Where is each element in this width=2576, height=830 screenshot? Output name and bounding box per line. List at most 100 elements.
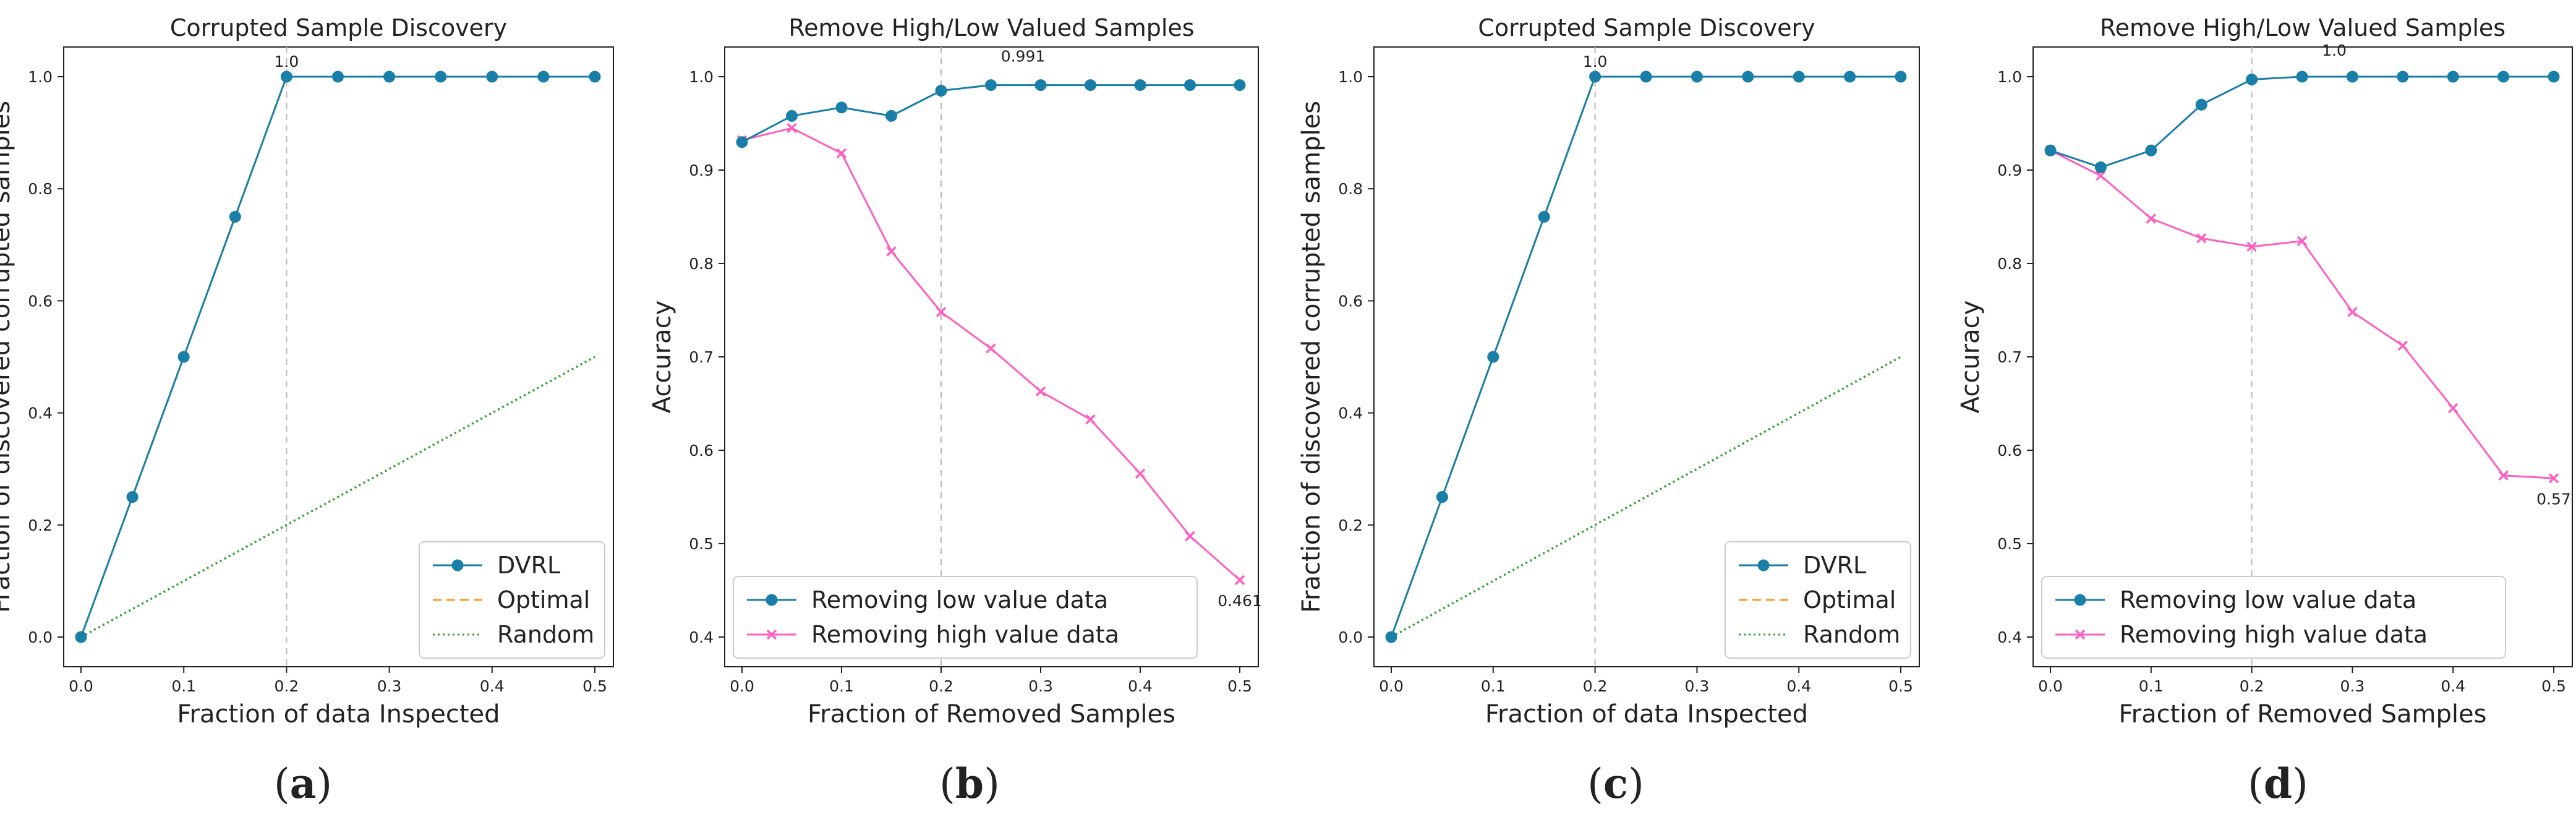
panel-d-series-removing-high-value-data-point-stroke-b [2096, 170, 2106, 181]
panel-letter-a: (a) [274, 759, 332, 808]
panel-d-series-removing-high-value-data-point-stroke-b [2347, 307, 2358, 317]
panel-b-series-removing-high-value-data-point-stroke-b [1135, 468, 1146, 479]
panel-b-series-removing-high-value-data-point [787, 122, 797, 134]
panel-a-ytick-label: 0.2 [28, 516, 53, 534]
panel-a-series-random [80, 356, 595, 638]
panel-d-series-removing-high-value-data-point [2397, 340, 2408, 351]
panel-b-series-removing-high-value-data-point [936, 307, 947, 317]
panel-b-ytick-label: 0.8 [689, 255, 714, 273]
panel-d-annotation: 1.0 [2322, 41, 2347, 59]
panel-c-legend-item-label: Random [1803, 621, 1900, 648]
panel-d-series-removing-high-value-data-point-stroke-b [2196, 233, 2207, 244]
panel-a-xlabel: Fraction of data Inspected [177, 700, 500, 729]
panel-d-series-removing-low-value-data-point [2044, 144, 2057, 156]
panel-d-ytick-label: 0.9 [1997, 161, 2022, 179]
panel-c-xtick-label: 0.3 [1685, 677, 1710, 695]
panel-b-series-removing-high-value-data-point-stroke-b [1085, 414, 1096, 425]
panel-d-series-removing-high-value-data [2045, 145, 2559, 484]
panel-b-xlabel: Fraction of Removed Samples [808, 700, 1175, 729]
panel-letter-open: ( [1587, 760, 1603, 808]
panel-c-legend-item-marker [1757, 559, 1770, 571]
panel-b-ytick-label: 0.7 [689, 348, 714, 366]
panel-b-xtick-label: 0.1 [829, 677, 854, 695]
panel-b-xtick-label: 0.0 [730, 677, 754, 695]
panel-d-legend-item-marker [2074, 594, 2086, 606]
panel-b-series-removing-low-value-data-point [835, 101, 848, 114]
panel-d-xtick-label: 0.1 [2139, 677, 2164, 695]
panel-d-series-removing-high-value-data-point-stroke-b [2447, 403, 2459, 414]
panel-c-xtick-label: 0.1 [1481, 677, 1506, 695]
panel-d-series-removing-high-value-data-point [2196, 233, 2207, 244]
panel-a-series-dvrl-point [229, 211, 241, 223]
panel-d-series-removing-high-value-data-line [2050, 149, 2554, 479]
panel-a-series-dvrl-point [589, 71, 601, 83]
panel-d-series-removing-high-value-data-point [2447, 403, 2459, 414]
panel-a-xtick-label: 0.1 [171, 677, 196, 695]
panel-b-series-removing-high-value-data-point-stroke-b [986, 343, 996, 354]
panel-b-series-removing-high-value-data-point-stroke-b [836, 148, 847, 159]
panel-letter-open: ( [274, 760, 290, 808]
panel-b-annotation: 0.991 [1001, 48, 1046, 66]
panel-b-series-removing-low-value-data-point [1085, 79, 1096, 92]
panel-c-xtick-label: 0.2 [1583, 677, 1608, 695]
panel-a-series-dvrl-point [177, 351, 190, 363]
panel-d-xtick-label: 0.3 [2340, 677, 2365, 695]
panel-b-xtick-label: 0.5 [1227, 677, 1252, 695]
panel-d-frame [2032, 46, 2573, 667]
panel-b-series-removing-low-value-data-point [1234, 79, 1246, 92]
panel-b-series-removing-high-value-data-point [1185, 531, 1195, 542]
panel-a-title: Corrupted Sample Discovery [170, 14, 507, 41]
panel-d-xtick-label: 0.0 [2038, 677, 2063, 695]
panel-b-series-removing-high-value-data-point-stroke-b [936, 307, 947, 317]
panel-b-xtick-label: 0.4 [1128, 677, 1153, 695]
panel-d-xtick-label: 0.5 [2541, 677, 2566, 695]
panel-d-series-removing-low-value-data-point [2296, 71, 2308, 83]
panel-d-ytick-label: 0.6 [1997, 442, 2022, 460]
panel-b-legend-box [733, 576, 1198, 659]
panel-d-ylabel: Accuracy [1956, 301, 1985, 414]
panel-b-series-removing-low-value-data-point [1134, 79, 1146, 92]
panel-letter-b: (b) [939, 759, 1000, 808]
panel-b-series-removing-low-value-data-point [885, 109, 897, 122]
panel-b-series-removing-low-value-data-point [1184, 79, 1196, 92]
panel-b-series-removing-high-value-data-point-stroke-b [1035, 386, 1046, 397]
panel-a-ylabel: Fraction of discovered corrupted samples [0, 101, 15, 613]
panel-a-legend: DVRL Optimal Random [419, 541, 605, 659]
panel-letter-close: ) [1628, 760, 1644, 808]
panel-a-series-dvrl-point [75, 631, 87, 643]
panel-b-series-removing-high-value-data [736, 122, 1245, 586]
panel-a-frame [63, 46, 614, 667]
panel-b-series-removing-low-value-data-point [985, 79, 997, 92]
panel-a-ytick-label: 0.6 [28, 292, 53, 310]
panel-c-xtick-label: 0.4 [1786, 677, 1811, 695]
panel-a-series-dvrl-point [280, 71, 292, 83]
panel-b-frame [724, 46, 1259, 667]
panel-b-ylabel: Accuracy [648, 301, 676, 414]
panel-a-xtick-label: 0.4 [480, 677, 505, 695]
panel-c-series-dvrl-point [1793, 71, 1805, 83]
panel-b-legend-item-label: Removing low value data [811, 586, 1108, 614]
panel-c-ytick-label: 1.0 [1338, 68, 1363, 86]
panel-c-series-dvrl-point [1895, 71, 1907, 83]
panel-c-series-dvrl [1385, 71, 1907, 643]
panel-d-legend-item-label: Removing high value data [2120, 621, 2428, 648]
panel-d-series-removing-high-value-data-point-stroke-b [2297, 236, 2308, 246]
panel-b-series-removing-high-value-data-point [1085, 414, 1096, 425]
panel-a-annotation: 1.0 [275, 53, 299, 71]
panel-d-series-removing-low-value-data-point [2346, 71, 2358, 83]
panel-letter-open: ( [939, 760, 955, 808]
panel-d-ytick-label: 0.8 [1997, 255, 2022, 273]
panel-d-series-removing-low-value-data-point [2145, 144, 2157, 156]
panel-b-series-removing-low-value-data-point [736, 136, 748, 148]
panel-d-xtick-label: 0.4 [2441, 677, 2465, 695]
panel-a-series-dvrl-point [486, 71, 498, 83]
panel-d-series-removing-high-value-data-point [2548, 473, 2559, 484]
panel-c-ytick-label: 0.6 [1338, 292, 1363, 310]
panel-d-series-removing-low-value-data-point [2094, 161, 2107, 173]
panel-d-legend: Removing low value data Removing high val… [2041, 576, 2506, 659]
panel-b-ytick-label: 0.9 [689, 161, 714, 179]
panel-d-annotation: 0.57 [2536, 490, 2571, 508]
panel-a-ytick-label: 0.8 [28, 180, 53, 198]
panel-c-series-dvrl-point [1385, 631, 1397, 643]
